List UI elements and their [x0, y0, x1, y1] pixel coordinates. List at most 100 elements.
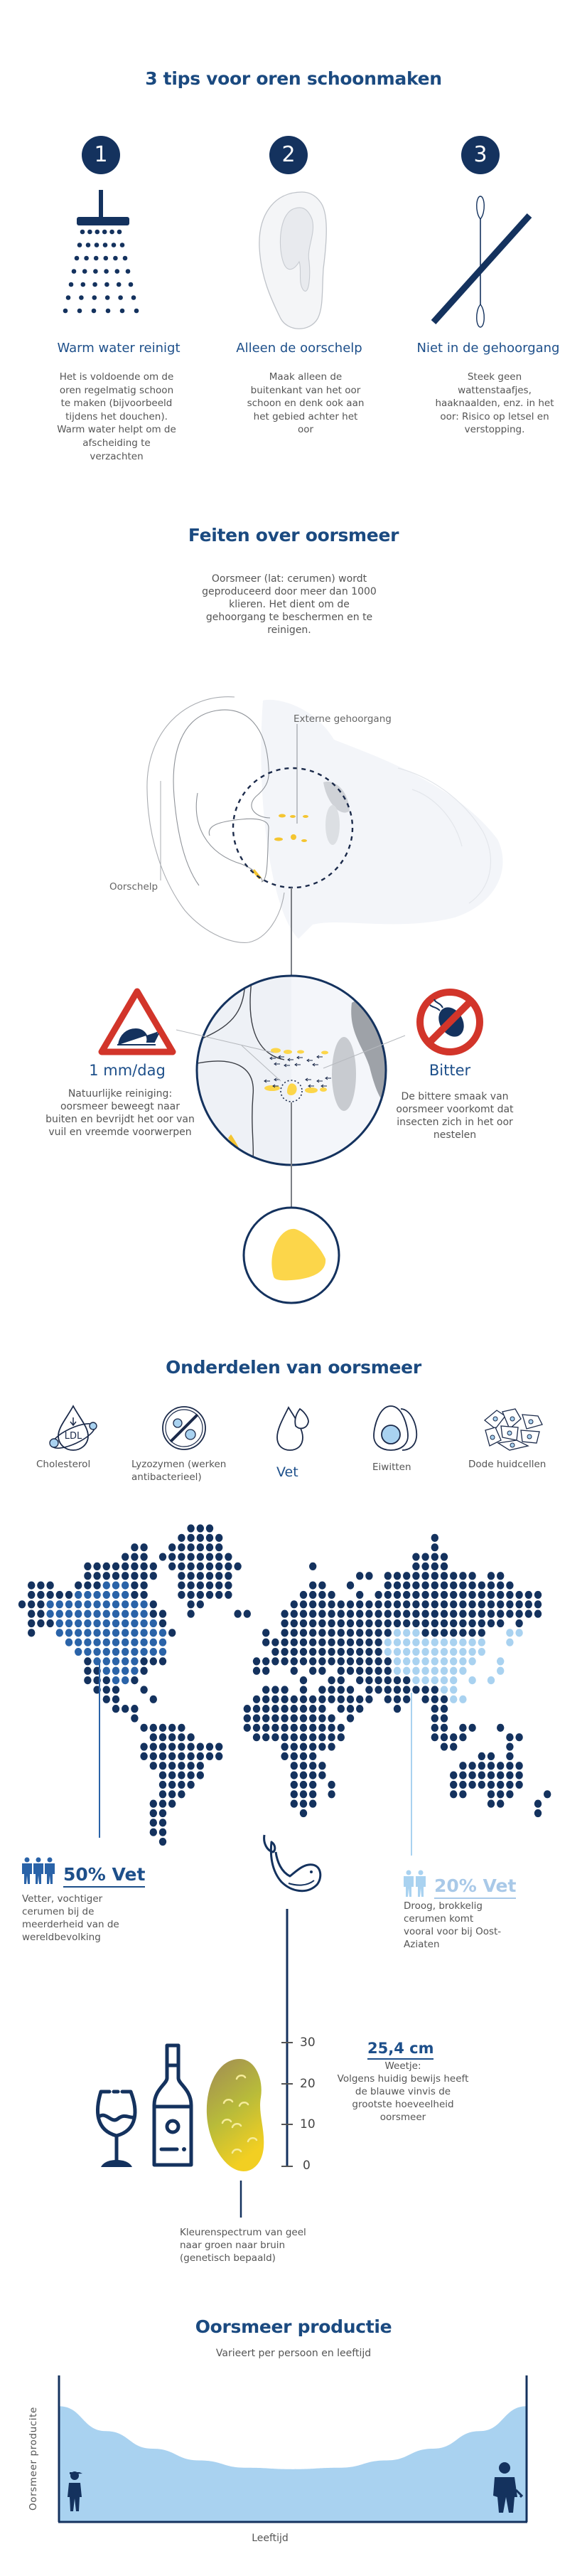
map-dot — [178, 1553, 185, 1561]
map-dot — [450, 1600, 458, 1609]
water-drop — [93, 269, 98, 274]
map-dot — [309, 1619, 317, 1628]
map-dot — [243, 1705, 251, 1713]
map-dot — [375, 1657, 382, 1666]
map-dot — [299, 1695, 308, 1703]
water-drop — [128, 282, 134, 287]
map-dot — [168, 1553, 176, 1561]
map-dot-wet-region — [140, 1629, 148, 1637]
map-dot — [309, 1666, 317, 1675]
map-dot — [450, 1733, 458, 1742]
map-dot — [487, 1771, 495, 1779]
map-dot — [299, 1609, 308, 1618]
map-dot-wet-region — [75, 1600, 82, 1609]
map-dot — [149, 1600, 157, 1609]
map-dot — [205, 1553, 214, 1561]
step-number-2: 2 — [269, 136, 308, 174]
map-dot — [149, 1609, 157, 1618]
map-dot — [309, 1714, 317, 1723]
map-dot — [149, 1742, 157, 1751]
map-dot — [459, 1581, 467, 1590]
map-dot — [243, 1723, 251, 1732]
map-dot — [299, 1723, 308, 1732]
water-drop — [118, 295, 123, 300]
map-dot — [290, 1742, 298, 1751]
bitter-heading: Bitter — [429, 1062, 471, 1079]
map-dot-wet-region — [140, 1619, 148, 1628]
map-dot — [252, 1714, 261, 1723]
map-dot-wet-region — [84, 1619, 92, 1628]
y-axis-label: Oorsmeer producite — [28, 2407, 39, 2511]
map-dot — [168, 1629, 176, 1637]
map-dot-wet-region — [140, 1600, 148, 1609]
water-drop — [119, 308, 125, 314]
map-dot — [497, 1790, 505, 1799]
map-dot — [403, 1695, 411, 1703]
map-dot — [506, 1742, 514, 1751]
map-dot — [412, 1553, 420, 1561]
map-dot-wet-region — [122, 1581, 129, 1590]
tip-heading-3: Niet in de gehoorgang — [416, 341, 560, 356]
map-dot — [318, 1647, 326, 1656]
world-dot-map — [18, 1524, 551, 1846]
map-dot — [356, 1638, 364, 1646]
water-drop — [77, 308, 82, 314]
map-dot — [281, 1619, 289, 1628]
map-dot — [384, 1590, 392, 1600]
map-dot-wet-region — [131, 1657, 139, 1666]
map-dot — [131, 1572, 139, 1580]
map-dot — [450, 1771, 458, 1779]
map-dot — [365, 1629, 373, 1637]
map-dot-dry-region — [440, 1657, 448, 1666]
map-dot — [365, 1600, 373, 1609]
flow-arrow — [306, 1058, 313, 1063]
map-dot — [318, 1581, 326, 1590]
map-dot — [309, 1590, 317, 1600]
map-dot — [534, 1609, 542, 1618]
map-dot — [196, 1572, 204, 1580]
map-dot-wet-region — [84, 1590, 92, 1600]
map-dot — [431, 1562, 438, 1570]
map-dot — [309, 1657, 317, 1666]
map-dot — [515, 1771, 523, 1779]
map-dot — [337, 1600, 345, 1609]
map-dot — [243, 1714, 251, 1723]
map-dot-wet-region — [65, 1629, 73, 1637]
map-dot-wet-region — [65, 1638, 73, 1646]
map-dot-dry-region — [468, 1638, 476, 1646]
map-dot — [281, 1733, 289, 1742]
map-dot — [440, 1619, 448, 1628]
map-dot — [393, 1572, 402, 1580]
map-dot — [149, 1562, 157, 1570]
map-dot — [431, 1553, 438, 1561]
map-dot — [309, 1638, 317, 1646]
map-dot — [497, 1600, 505, 1609]
map-dot — [187, 1553, 195, 1561]
map-dot — [478, 1629, 485, 1637]
map-dot-dry-region — [450, 1657, 458, 1666]
map-dot — [187, 1590, 195, 1600]
map-dot — [478, 1752, 485, 1760]
map-dot — [318, 1742, 326, 1751]
map-dot-dry-region — [440, 1647, 448, 1656]
map-dot — [234, 1609, 242, 1618]
map-dot — [459, 1609, 467, 1618]
bottle-icon — [152, 2043, 193, 2167]
map-dot — [506, 1609, 514, 1618]
map-dot — [131, 1705, 139, 1713]
map-dot — [140, 1581, 148, 1590]
map-dot — [168, 1562, 176, 1570]
map-dot — [440, 1581, 448, 1590]
map-dot — [421, 1686, 429, 1694]
ruler — [281, 1909, 293, 2167]
map-dot — [318, 1619, 326, 1628]
flow-arrow — [296, 1055, 303, 1060]
map-dot — [468, 1771, 476, 1779]
map-dot — [459, 1600, 467, 1609]
map-dot — [309, 1799, 317, 1808]
map-dot-wet-region — [122, 1676, 129, 1685]
water-drop — [91, 308, 97, 314]
map-dot — [196, 1524, 204, 1533]
map-dot — [215, 1590, 223, 1600]
map-dot — [356, 1647, 364, 1656]
